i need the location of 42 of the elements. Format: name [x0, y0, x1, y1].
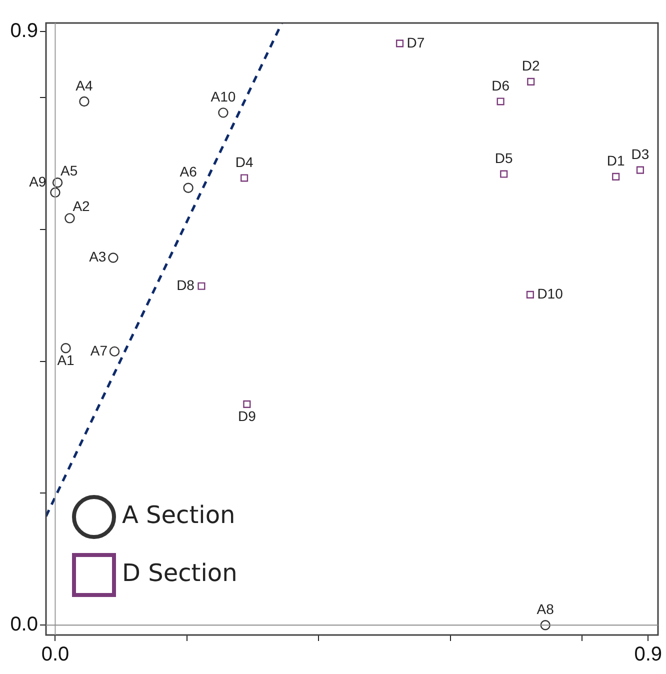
point — [52, 177, 63, 188]
annotation: A3 — [89, 248, 106, 265]
annotation: A4 — [76, 77, 93, 94]
annotation: D5 — [494, 150, 514, 166]
annotation: A7 — [90, 342, 108, 358]
legend-label: A Section — [122, 501, 236, 530]
point — [109, 346, 120, 357]
point — [612, 172, 620, 180]
annotation: D8 — [176, 276, 195, 293]
point — [636, 166, 644, 174]
annotation: A8 — [536, 600, 554, 617]
point — [540, 620, 550, 630]
annotation: D6 — [492, 77, 510, 94]
point — [60, 343, 71, 354]
point — [50, 187, 60, 198]
annotation: D10 — [537, 286, 564, 302]
annotation: D7 — [406, 34, 425, 50]
annotation: A6 — [180, 164, 198, 180]
point — [500, 170, 508, 178]
point — [527, 78, 535, 86]
annotation: D2 — [522, 58, 540, 74]
annotation: A10 — [210, 88, 236, 105]
annotation: A5 — [60, 162, 78, 178]
annotation: D3 — [631, 146, 650, 162]
legend-label: D Section — [122, 559, 238, 588]
point — [243, 400, 251, 408]
point — [183, 182, 194, 193]
annotation: A2 — [72, 198, 90, 214]
point — [396, 40, 404, 48]
point — [64, 213, 75, 224]
point — [240, 174, 248, 182]
point — [526, 290, 534, 298]
annotation: D9 — [238, 408, 256, 424]
point — [218, 108, 228, 118]
annotation: A9 — [29, 173, 46, 190]
point — [79, 96, 90, 107]
annotation: A1 — [57, 352, 75, 368]
annotation: D1 — [606, 152, 625, 169]
point — [108, 252, 118, 263]
point — [198, 282, 206, 290]
annotation: D4 — [235, 154, 254, 170]
point — [496, 98, 504, 106]
